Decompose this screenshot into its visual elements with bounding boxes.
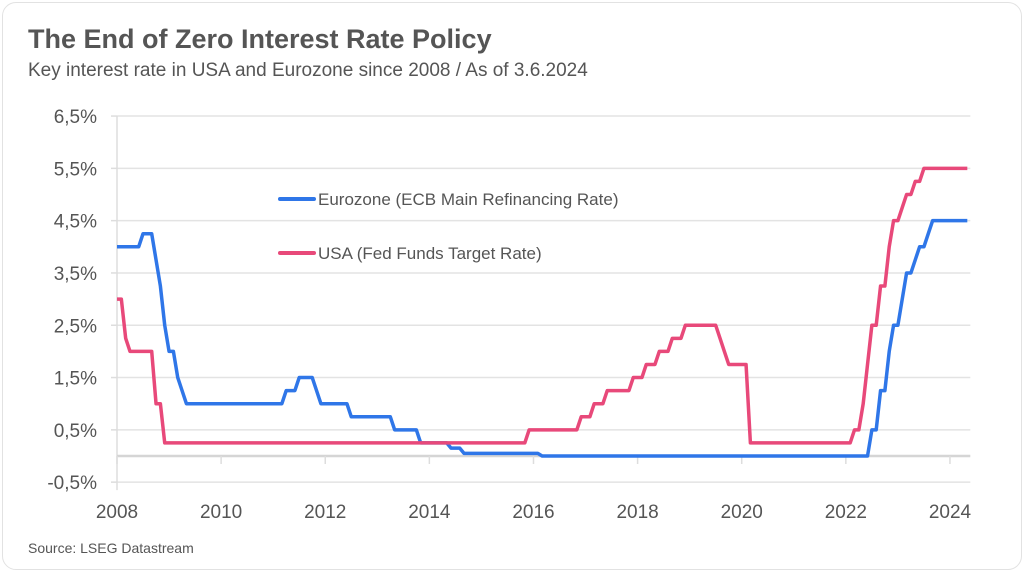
x-tick-label: 2012: [304, 502, 346, 523]
x-tick-label: 2022: [825, 502, 867, 523]
x-tick-label: 2010: [200, 502, 242, 523]
series-line-1: [117, 166, 968, 445]
x-tick-label: 2008: [96, 502, 138, 523]
chart-subtitle: Key interest rate in USA and Eurozone si…: [28, 60, 588, 81]
y-tick-label: 4,5%: [54, 212, 97, 233]
y-tick-label: 3,5%: [54, 264, 97, 285]
y-tick-label: 2,5%: [54, 316, 97, 337]
y-tick-label: 5,5%: [54, 159, 97, 180]
x-tick-label: 2014: [408, 502, 451, 523]
x-tick-label: 2018: [616, 502, 658, 523]
source-note: Source: LSEG Datastream: [28, 540, 194, 556]
y-tick-label: 0,5%: [54, 421, 97, 442]
legend-label: Eurozone (ECB Main Refinancing Rate): [318, 190, 618, 209]
x-tick-label: 2024: [929, 502, 972, 523]
series-line-0: [117, 218, 968, 458]
x-tick-label: 2016: [512, 502, 554, 523]
y-tick-label: 6,5%: [54, 107, 97, 128]
y-tick-label: -0,5%: [47, 473, 97, 494]
y-tick-label: 1,5%: [54, 369, 97, 390]
chart-title: The End of Zero Interest Rate Policy: [28, 24, 492, 54]
x-tick-label: 2020: [721, 502, 763, 523]
legend-label: USA (Fed Funds Target Rate): [318, 244, 542, 263]
